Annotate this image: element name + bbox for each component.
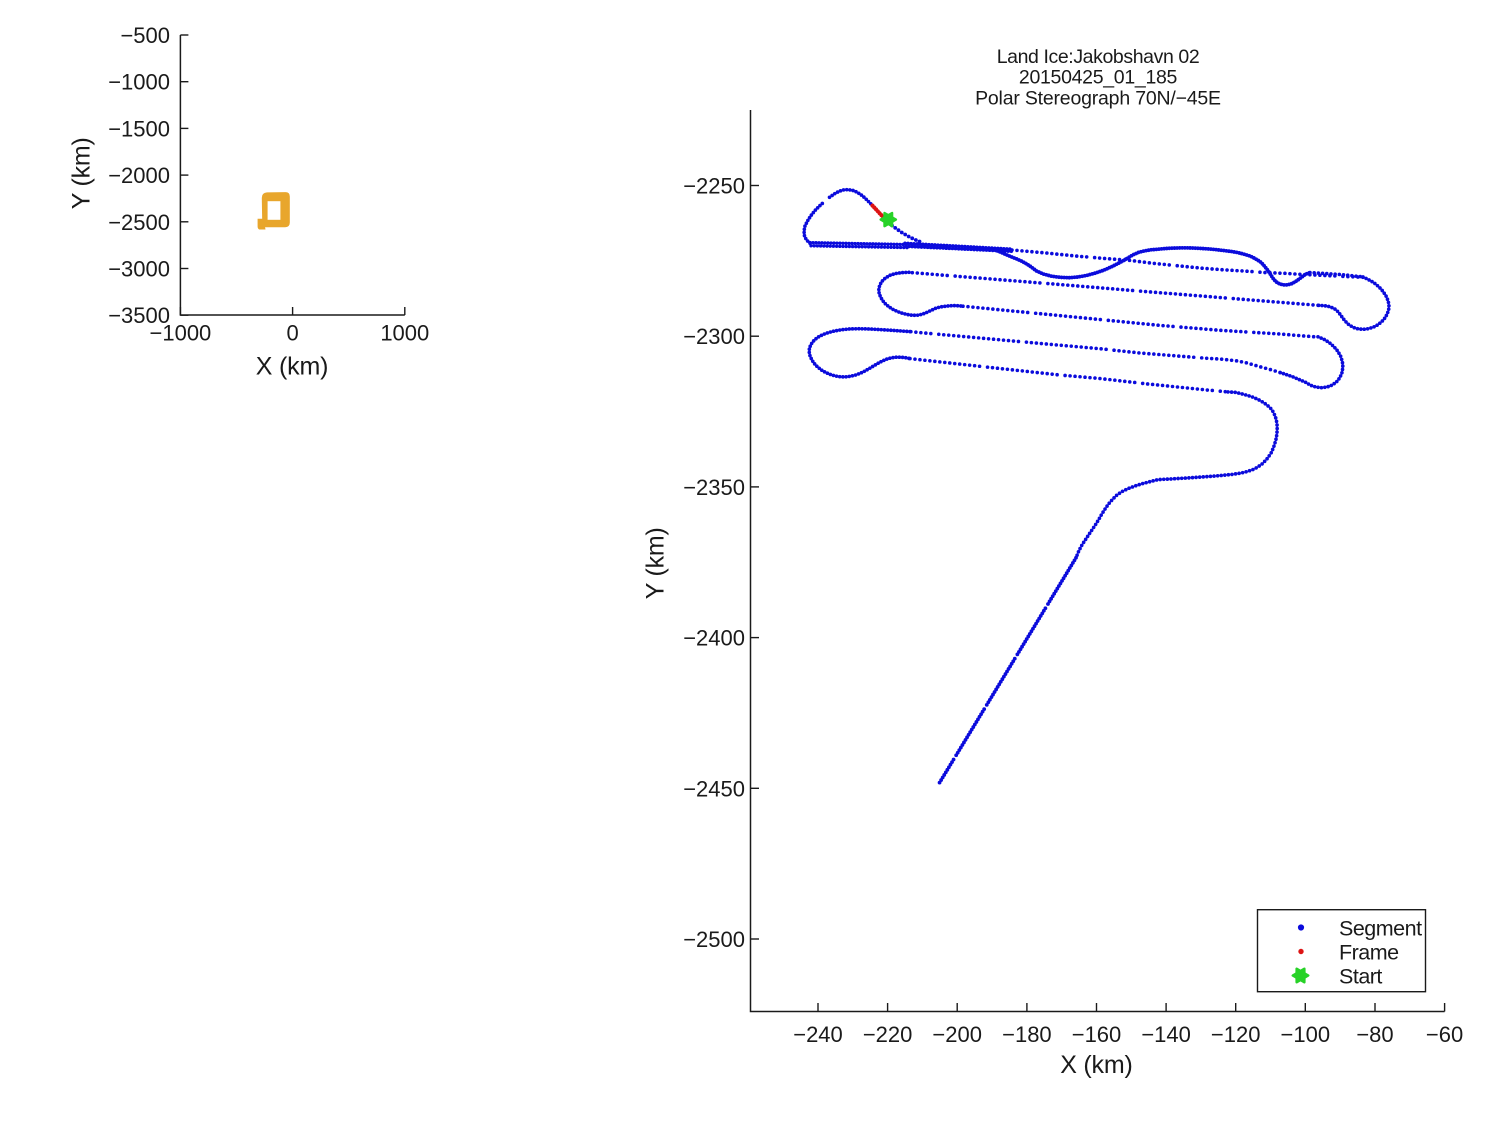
svg-text:−1500: −1500	[108, 116, 170, 141]
svg-text:−220: −220	[863, 1022, 913, 1047]
svg-text:−60: −60	[1426, 1022, 1463, 1047]
svg-text:−3000: −3000	[108, 257, 170, 282]
svg-text:−500: −500	[120, 23, 170, 48]
svg-text:−2250: −2250	[683, 174, 745, 199]
svg-text:Frame: Frame	[1339, 941, 1399, 965]
svg-text:−180: −180	[1002, 1022, 1052, 1047]
svg-text:−80: −80	[1356, 1022, 1393, 1047]
svg-text:X (km): X (km)	[256, 353, 328, 381]
svg-text:−160: −160	[1072, 1022, 1122, 1047]
svg-text:−2500: −2500	[683, 927, 745, 952]
svg-text:−2000: −2000	[108, 163, 170, 188]
svg-text:Polar Stereograph 70N/−45E: Polar Stereograph 70N/−45E	[975, 87, 1221, 109]
svg-text:−240: −240	[793, 1022, 843, 1047]
svg-text:20150425_01_185: 20150425_01_185	[1019, 67, 1178, 89]
svg-text:Y (km): Y (km)	[67, 137, 95, 209]
svg-text:X (km): X (km)	[1060, 1051, 1132, 1079]
svg-text:Segment: Segment	[1339, 917, 1422, 941]
svg-text:−2300: −2300	[683, 324, 745, 349]
svg-text:−120: −120	[1211, 1022, 1261, 1047]
svg-text:Y (km): Y (km)	[641, 527, 669, 599]
svg-text:−1000: −1000	[150, 321, 212, 346]
svg-text:−2400: −2400	[683, 626, 745, 651]
svg-text:−3500: −3500	[108, 303, 170, 328]
svg-text:0: 0	[286, 321, 298, 346]
svg-text:Land Ice:Jakobshavn 02: Land Ice:Jakobshavn 02	[997, 46, 1200, 68]
svg-text:−100: −100	[1281, 1022, 1331, 1047]
svg-text:−200: −200	[932, 1022, 982, 1047]
svg-text:−2350: −2350	[683, 475, 745, 500]
svg-text:Start: Start	[1339, 965, 1382, 989]
svg-text:−1000: −1000	[108, 70, 170, 95]
svg-text:−2450: −2450	[683, 776, 745, 801]
svg-text:−2500: −2500	[108, 210, 170, 235]
svg-text:1000: 1000	[380, 321, 429, 346]
svg-text:−140: −140	[1141, 1022, 1191, 1047]
